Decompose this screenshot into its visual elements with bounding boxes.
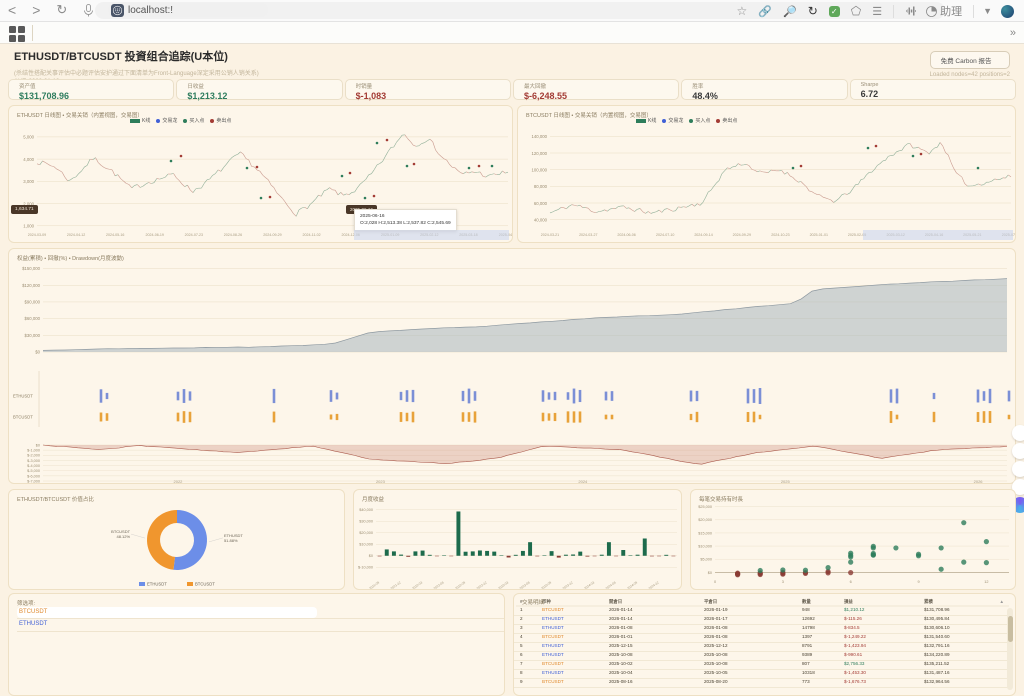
svg-text:2024-07-10: 2024-07-10 (656, 233, 674, 237)
svg-text:2026: 2026 (974, 479, 984, 484)
svg-text:$0: $0 (369, 554, 373, 558)
svg-text:2024-03-21: 2024-03-21 (541, 233, 559, 237)
svg-text:2022-12: 2022-12 (476, 580, 488, 590)
svg-text:▲: ▲ (1000, 599, 1004, 604)
svg-text:2023-06: 2023-06 (519, 580, 531, 590)
svg-text:2024-09: 2024-09 (626, 580, 638, 590)
svg-text:$90,000: $90,000 (24, 300, 40, 305)
svg-text:2024-09-29: 2024-09-29 (733, 233, 751, 237)
svg-text:$-10,000: $-10,000 (358, 566, 373, 570)
svg-text:2024-06-06: 2024-06-06 (617, 233, 635, 237)
svg-text:2024-10-23: 2024-10-23 (771, 233, 789, 237)
svg-text:币种: 币种 (542, 598, 551, 605)
svg-text:2024-09-14: 2024-09-14 (694, 233, 712, 237)
svg-text:$0: $0 (35, 350, 40, 355)
svg-text:1,000: 1,000 (23, 224, 34, 229)
svg-text:4,000: 4,000 (23, 157, 34, 162)
svg-text:$15,000: $15,000 (698, 531, 712, 535)
svg-text:48.12%: 48.12% (116, 534, 130, 539)
svg-text:$-6,000: $-6,000 (27, 474, 40, 478)
svg-text:$-7,000: $-7,000 (27, 479, 40, 483)
svg-text:40,000: 40,000 (534, 217, 548, 222)
svg-text:$-5,000: $-5,000 (27, 469, 40, 473)
svg-text:$5,000: $5,000 (700, 558, 712, 562)
svg-text:2024-07-23: 2024-07-23 (185, 233, 203, 237)
svg-text:$-4,000: $-4,000 (27, 464, 40, 468)
svg-text:2022-03: 2022-03 (411, 580, 423, 590)
svg-text:12: 12 (984, 580, 988, 584)
svg-text:$-3,000: $-3,000 (27, 459, 40, 463)
svg-text:2024-08-26: 2024-08-26 (224, 233, 242, 237)
svg-text:2024-06-19: 2024-06-19 (146, 233, 164, 237)
svg-text:60,000: 60,000 (534, 201, 548, 206)
svg-text:ETHUSDT: ETHUSDT (13, 394, 33, 399)
svg-text:2025-01-01: 2025-01-01 (810, 233, 828, 237)
svg-text:2024-12: 2024-12 (648, 580, 660, 590)
svg-text:$30,000: $30,000 (24, 333, 40, 338)
svg-text:累積: 累積 (924, 598, 933, 605)
svg-text:2025: 2025 (781, 479, 791, 484)
svg-text:$25,000: $25,000 (698, 505, 712, 509)
svg-text:0: 0 (714, 580, 716, 584)
svg-text:$10,000: $10,000 (359, 543, 373, 547)
svg-text:2024-06: 2024-06 (605, 580, 617, 590)
svg-text:平倉日: 平倉日 (704, 598, 717, 605)
svg-text:2024-11-02: 2024-11-02 (303, 233, 321, 237)
svg-text:$20,000: $20,000 (698, 518, 712, 522)
svg-text:2023-12: 2023-12 (562, 580, 574, 590)
svg-text:2023-09: 2023-09 (540, 580, 552, 590)
svg-text:2023-03: 2023-03 (497, 580, 509, 590)
svg-text:開倉日: 開倉日 (609, 598, 622, 605)
svg-text:$-2,000: $-2,000 (27, 454, 40, 458)
svg-text:80,000: 80,000 (534, 184, 548, 189)
svg-text:51.88%: 51.88% (224, 538, 238, 543)
svg-text:140,000: 140,000 (531, 134, 547, 139)
svg-text:$150,000: $150,000 (22, 266, 41, 271)
svg-text:$40,000: $40,000 (359, 508, 373, 512)
svg-text:2024-03: 2024-03 (583, 580, 595, 590)
svg-text:2024-09-29: 2024-09-29 (263, 233, 281, 237)
svg-text:$0: $0 (708, 571, 712, 575)
svg-text:2022-06: 2022-06 (433, 580, 445, 590)
svg-text:2022-09: 2022-09 (454, 580, 466, 590)
svg-text:$10,000: $10,000 (698, 544, 712, 548)
svg-text:100,000: 100,000 (531, 167, 547, 172)
svg-text:#: # (520, 599, 523, 604)
svg-text:3,000: 3,000 (23, 179, 34, 184)
svg-text:2024-03-27: 2024-03-27 (579, 233, 597, 237)
svg-text:$-1,000: $-1,000 (27, 449, 40, 453)
svg-text:2024-05-16: 2024-05-16 (106, 233, 124, 237)
svg-text:數量: 數量 (802, 598, 811, 605)
svg-text:BTCUSDT: BTCUSDT (195, 582, 215, 587)
svg-text:$30,000: $30,000 (359, 520, 373, 524)
svg-text:2021-12: 2021-12 (390, 580, 402, 590)
svg-text:ETHUSDT: ETHUSDT (147, 582, 167, 587)
svg-text:6: 6 (850, 580, 852, 584)
svg-text:損益: 損益 (844, 598, 853, 605)
svg-text:120,000: 120,000 (531, 151, 547, 156)
svg-text:$120,000: $120,000 (22, 283, 41, 288)
svg-text:5,000: 5,000 (23, 135, 34, 140)
svg-text:BTCUSDT: BTCUSDT (13, 415, 33, 420)
svg-text:3: 3 (782, 580, 784, 584)
svg-text:$20,000: $20,000 (359, 531, 373, 535)
svg-text:2024-04-12: 2024-04-12 (67, 233, 85, 237)
svg-text:2024: 2024 (578, 479, 588, 484)
svg-text:2023: 2023 (376, 479, 386, 484)
svg-text:$0: $0 (36, 443, 40, 447)
svg-text:2022: 2022 (174, 479, 184, 484)
svg-text:$60,000: $60,000 (24, 316, 40, 321)
svg-text:2024-03-09: 2024-03-09 (28, 233, 46, 237)
svg-text:2021-09: 2021-09 (368, 580, 380, 590)
svg-text:9: 9 (917, 580, 919, 584)
